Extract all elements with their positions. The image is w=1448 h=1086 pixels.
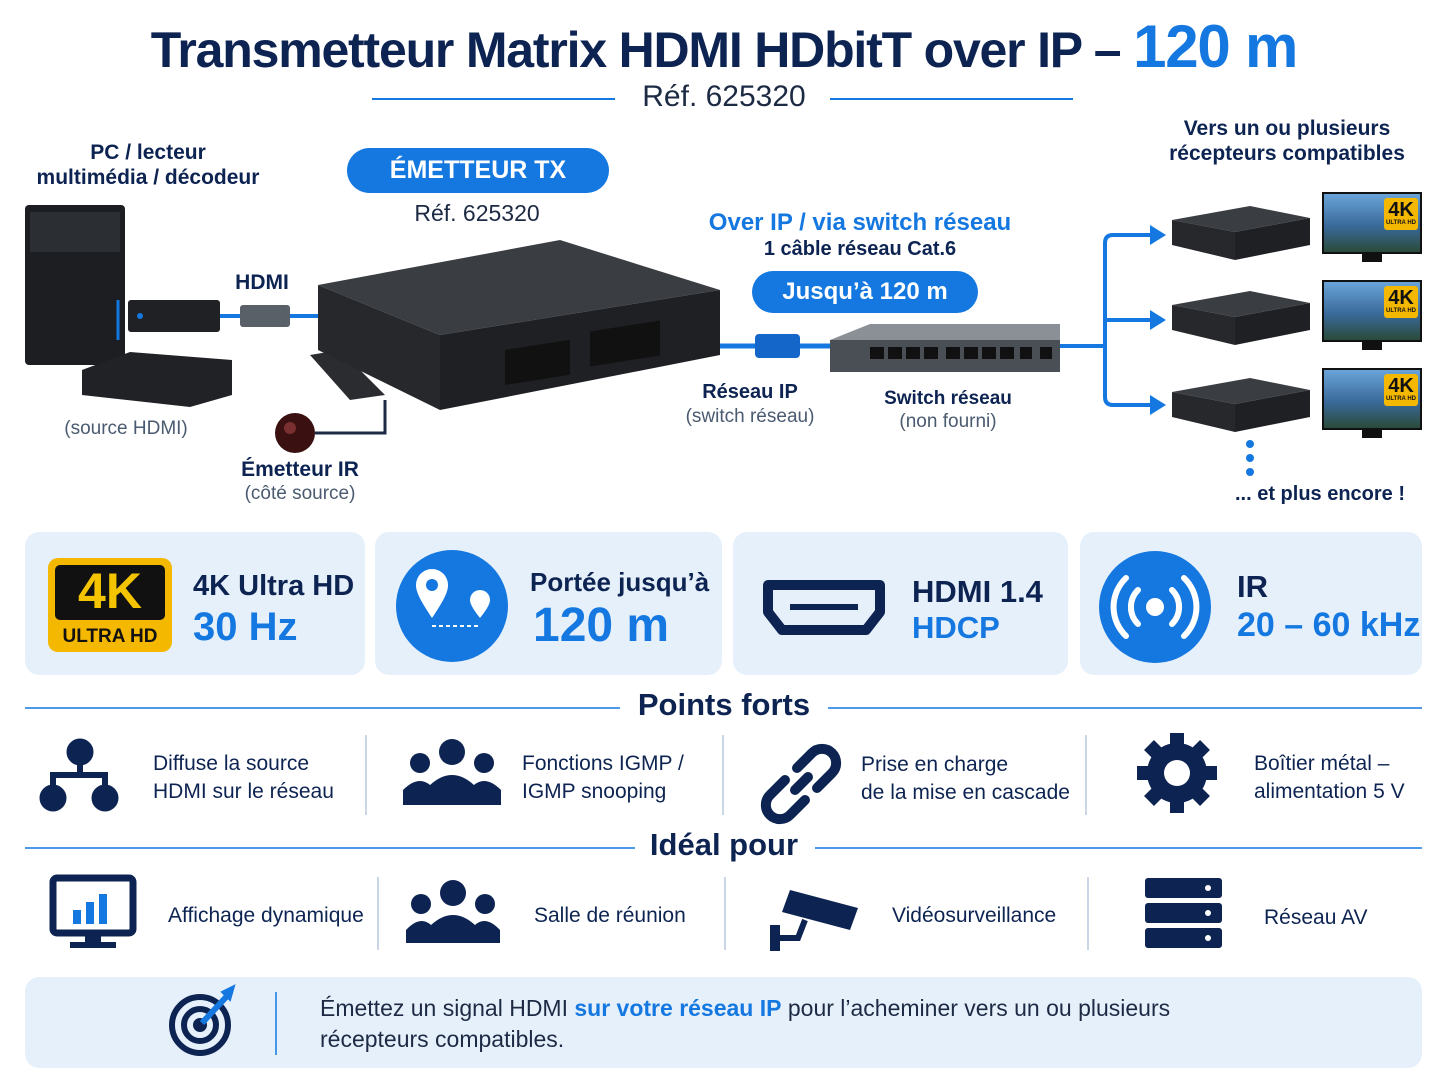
line: HDMI sur le réseau: [153, 780, 334, 803]
spec-card: [733, 532, 1068, 675]
ideal-item: Réseau AV: [1264, 906, 1368, 929]
ir-label: Émetteur IR: [241, 458, 359, 481]
ideal-item: Salle de réunion: [534, 904, 686, 927]
network-label: Réseau IP: [702, 381, 798, 403]
spec-line1: IR: [1237, 569, 1268, 604]
link-cable: 1 câble réseau Cat.6: [763, 238, 957, 260]
badge-4k: 4K ULTRA HD: [48, 558, 172, 652]
hdmi-label: HDMI: [235, 271, 289, 294]
source-label: PC / lecteur multimédia / décodeur: [37, 140, 260, 190]
footer-box: [25, 977, 1422, 1068]
gear-icon: [1137, 733, 1217, 813]
header-ref: Réf. 625320: [642, 80, 806, 113]
highlight: sur votre réseau IP: [574, 995, 782, 1021]
range-icon: [396, 550, 508, 662]
spec-line1: Portée jusqu’à: [530, 567, 710, 597]
display-icon: [49, 874, 137, 948]
meeting-icon: [406, 880, 500, 943]
tv: 4K ULTRA HD: [1322, 368, 1422, 440]
receivers-label: Vers un ou plusieurs récepteurs compatibl…: [1169, 116, 1405, 166]
server-icon: [1145, 878, 1222, 948]
spec-line2: 30 Hz: [193, 605, 298, 649]
tv-badge: 4K: [1388, 199, 1414, 221]
line: Boîtier métal –: [1254, 752, 1390, 775]
pc-tower: [25, 205, 125, 365]
hdmi-icon: [763, 580, 885, 635]
footer-text: Émettez un signal HDMI sur votre réseau …: [320, 993, 1170, 1055]
line: de la mise en cascade: [861, 781, 1070, 804]
highlight-item: Diffuse la source HDMI sur le réseau: [153, 750, 334, 806]
network-tree-icon: [39, 738, 119, 812]
transmitter-device: [310, 240, 720, 410]
section-title: Idéal pour: [649, 827, 799, 862]
ideal-item: Vidéosurveillance: [892, 904, 1057, 927]
tv-badge-sub: ULTRA HD: [1386, 220, 1416, 226]
switch-label: Switch réseau: [884, 388, 1012, 409]
spec-line2: 120 m: [533, 599, 670, 652]
network-cable: [720, 334, 830, 358]
text: pour l’acheminer vers un ou plusieurs: [781, 995, 1171, 1021]
switch-note: (non fourni): [899, 411, 997, 432]
receiver: [1172, 378, 1310, 432]
more-dots: [1246, 440, 1254, 476]
line: multimédia / décodeur: [36, 166, 260, 189]
transmitter-ref: Réf. 625320: [414, 200, 540, 226]
badge-4k-text: 4K: [78, 563, 142, 619]
spec-line1: HDMI 1.4: [912, 574, 1043, 609]
group-icon: [403, 739, 501, 805]
footer-line: récepteurs compatibles.: [320, 1026, 565, 1052]
tv-badge-sub: ULTRA HD: [1386, 308, 1416, 314]
line: Vers un ou plusieurs: [1183, 117, 1391, 140]
highlight-item: Fonctions IGMP / IGMP snooping: [522, 750, 684, 806]
line: Diffuse la source: [153, 752, 310, 775]
link-title: Over IP / via switch réseau: [708, 209, 1012, 236]
spec-line1: 4K Ultra HD: [193, 570, 355, 602]
hdmi-cable: [220, 305, 320, 327]
range-pill: Jusqu’à 120 m: [752, 271, 978, 313]
source-note: (source HDMI): [64, 418, 188, 439]
footer-line: Émettez un signal HDMI sur votre réseau …: [320, 993, 1170, 1024]
receivers-more: ... et plus encore !: [1234, 483, 1406, 505]
line: Prise en charge: [861, 753, 1009, 776]
ideal-item: Affichage dynamique: [168, 904, 364, 927]
transmitter-badge: ÉMETTEUR TX: [347, 148, 609, 193]
spec-line2: 20 – 60 kHz: [1237, 606, 1421, 644]
title-text: Transmetteur Matrix HDMI HDbitT over IP …: [150, 22, 1122, 78]
tv-badge: 4K: [1388, 375, 1414, 397]
spec-line2: HDCP: [912, 610, 1000, 645]
ir-icon: [1099, 551, 1211, 663]
receiver: [1172, 291, 1310, 345]
link-icon: [760, 743, 842, 825]
line: récepteurs compatibles: [1169, 142, 1405, 165]
tv: 4K ULTRA HD: [1322, 280, 1422, 352]
ir-note: (côté source): [244, 483, 356, 504]
target-icon: [169, 984, 236, 1056]
line: Fonctions IGMP /: [522, 752, 684, 775]
title: Transmetteur Matrix HDMI HDbitT over IP …: [150, 12, 1299, 81]
title-highlight: 120 m: [1133, 13, 1298, 80]
camera-icon: [770, 890, 858, 951]
decoder: [82, 352, 232, 407]
network-note: (switch réseau): [685, 406, 815, 427]
line: IGMP snooping: [522, 780, 667, 803]
receiver: [1172, 206, 1310, 260]
highlight-item: Boîtier métal – alimentation 5 V: [1254, 750, 1405, 806]
media-player: [128, 300, 220, 332]
distribution-arrows: [1060, 225, 1166, 415]
section-title: Points forts: [637, 687, 811, 722]
tv: 4K ULTRA HD: [1322, 192, 1422, 264]
ir-emitter: [275, 400, 387, 453]
badge-4k-sub: ULTRA HD: [63, 626, 158, 647]
separators: [365, 735, 1089, 950]
line: alimentation 5 V: [1254, 780, 1405, 803]
highlight-item: Prise en charge de la mise en cascade: [861, 751, 1070, 807]
line: PC / lecteur: [90, 141, 206, 164]
tv-badge: 4K: [1388, 287, 1414, 309]
network-switch: [830, 324, 1060, 372]
tv-badge-sub: ULTRA HD: [1386, 396, 1416, 402]
text: Émettez un signal HDMI: [320, 995, 575, 1021]
